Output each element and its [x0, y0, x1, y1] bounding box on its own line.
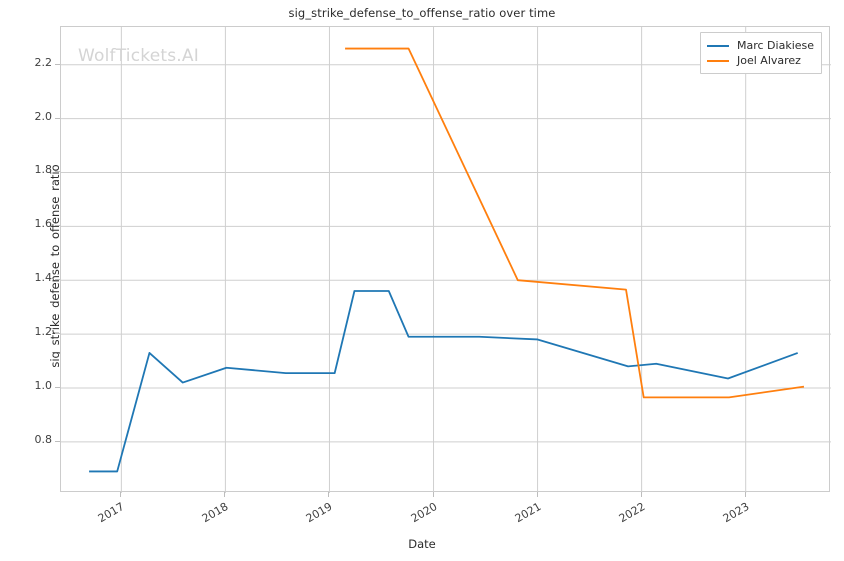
- y-tick-mark: [55, 171, 60, 173]
- chart-legend: Marc Diakiese Joel Alvarez: [700, 32, 823, 74]
- y-tick-mark: [55, 386, 60, 388]
- y-tick-label: 1.8: [34, 163, 53, 177]
- x-tick-label: 2017: [96, 500, 127, 526]
- y-tick-mark: [55, 279, 60, 281]
- y-tick-mark: [55, 333, 60, 335]
- legend-swatch-series-2: [707, 59, 729, 62]
- x-tick-mark: [536, 492, 538, 497]
- data-lines: [89, 47, 805, 473]
- y-tick-label: 1.6: [34, 217, 53, 231]
- legend-swatch-series-1: [707, 44, 729, 47]
- watermark: WolfTickets.AI: [78, 46, 199, 66]
- x-tick-mark: [224, 492, 226, 497]
- x-tick-mark: [744, 492, 746, 497]
- y-tick-label: 0.8: [34, 432, 53, 446]
- legend-item[interactable]: Joel Alvarez: [707, 53, 814, 68]
- x-tick-label: 2018: [200, 500, 231, 526]
- y-tick-mark: [55, 117, 60, 119]
- x-tick-mark: [120, 492, 122, 497]
- y-tick-mark: [55, 225, 60, 227]
- plot-area: WolfTickets.AI: [60, 26, 831, 493]
- x-tick-label: 2019: [304, 500, 335, 526]
- y-tick-label: 1.0: [34, 378, 53, 392]
- y-tick-label: 2.2: [34, 55, 53, 69]
- x-tick-label: 2020: [408, 500, 439, 526]
- x-tick-mark: [640, 492, 642, 497]
- chart-title: sig_strike_defense_to_offense_ratio over…: [288, 6, 556, 20]
- x-tick-mark: [432, 492, 434, 497]
- y-tick-label: 1.4: [34, 271, 53, 285]
- x-tick-mark: [328, 492, 330, 497]
- y-tick-label: 1.2: [34, 325, 53, 339]
- legend-label-series-2: Joel Alvarez: [737, 54, 801, 67]
- x-tick-label: 2022: [616, 500, 648, 526]
- y-tick-label: 2.0: [34, 109, 53, 123]
- legend-label-series-1: Marc Diakiese: [737, 39, 815, 52]
- legend-item[interactable]: Marc Diakiese: [707, 38, 814, 53]
- x-tick-label: 2023: [720, 500, 752, 526]
- grid-lines: [61, 27, 831, 493]
- x-tick-label: 2021: [512, 500, 544, 526]
- x-axis-label: Date: [408, 537, 436, 551]
- y-tick-mark: [55, 63, 60, 65]
- y-tick-mark: [55, 440, 60, 442]
